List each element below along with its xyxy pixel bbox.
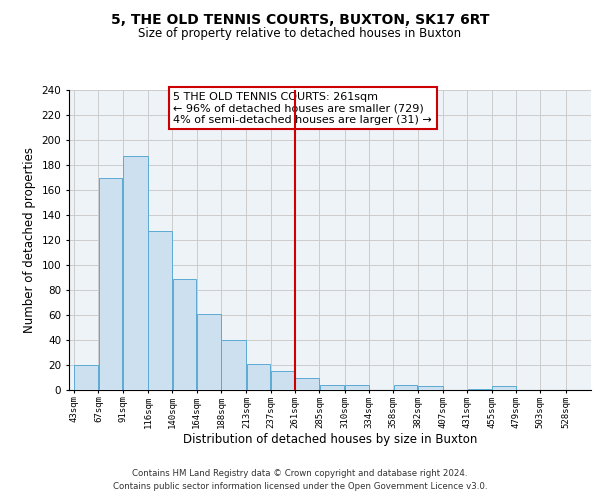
Bar xyxy=(320,385,344,390)
Y-axis label: Number of detached properties: Number of detached properties xyxy=(23,147,36,333)
Bar xyxy=(197,314,221,390)
Bar xyxy=(173,279,196,390)
Bar xyxy=(295,378,319,390)
Bar xyxy=(468,389,491,390)
Bar xyxy=(74,365,98,390)
Bar xyxy=(221,340,246,390)
Bar xyxy=(418,386,443,390)
Bar xyxy=(271,371,295,390)
Text: Size of property relative to detached houses in Buxton: Size of property relative to detached ho… xyxy=(139,28,461,40)
Bar xyxy=(492,386,515,390)
Bar xyxy=(394,385,417,390)
Text: Contains public sector information licensed under the Open Government Licence v3: Contains public sector information licen… xyxy=(113,482,487,491)
Bar xyxy=(345,385,368,390)
Bar xyxy=(123,156,148,390)
Bar xyxy=(148,231,172,390)
Text: Contains HM Land Registry data © Crown copyright and database right 2024.: Contains HM Land Registry data © Crown c… xyxy=(132,468,468,477)
Text: 5, THE OLD TENNIS COURTS, BUXTON, SK17 6RT: 5, THE OLD TENNIS COURTS, BUXTON, SK17 6… xyxy=(111,12,489,26)
Bar xyxy=(99,178,122,390)
Text: 5 THE OLD TENNIS COURTS: 261sqm
← 96% of detached houses are smaller (729)
4% of: 5 THE OLD TENNIS COURTS: 261sqm ← 96% of… xyxy=(173,92,432,124)
X-axis label: Distribution of detached houses by size in Buxton: Distribution of detached houses by size … xyxy=(183,434,477,446)
Bar xyxy=(247,364,270,390)
